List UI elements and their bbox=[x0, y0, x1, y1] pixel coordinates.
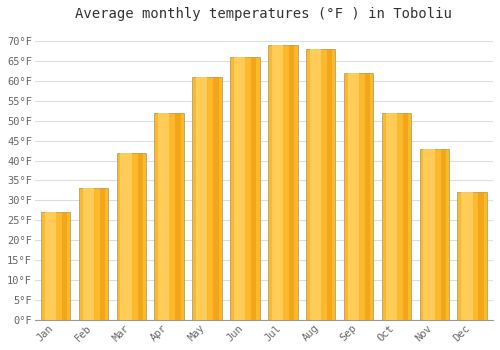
Bar bbox=[420, 149, 449, 320]
Bar bbox=[158, 113, 170, 320]
Bar bbox=[251, 57, 256, 320]
Bar bbox=[272, 45, 283, 320]
Bar bbox=[62, 212, 67, 320]
Bar bbox=[41, 212, 70, 320]
Bar bbox=[78, 188, 108, 320]
Bar bbox=[365, 73, 370, 320]
Bar bbox=[424, 149, 434, 320]
Title: Average monthly temperatures (°F ) in Toboliu: Average monthly temperatures (°F ) in To… bbox=[76, 7, 452, 21]
Bar bbox=[462, 193, 472, 320]
Bar bbox=[289, 45, 294, 320]
Bar bbox=[138, 153, 143, 320]
Bar bbox=[440, 149, 446, 320]
Bar bbox=[82, 188, 94, 320]
Bar bbox=[402, 113, 408, 320]
Bar bbox=[386, 113, 397, 320]
Bar bbox=[116, 153, 146, 320]
Bar bbox=[327, 49, 332, 320]
Bar bbox=[100, 188, 105, 320]
Bar bbox=[154, 113, 184, 320]
Bar bbox=[348, 73, 359, 320]
Bar bbox=[214, 77, 218, 320]
Bar bbox=[310, 49, 321, 320]
Bar bbox=[478, 193, 484, 320]
Bar bbox=[382, 113, 411, 320]
Bar bbox=[176, 113, 180, 320]
Bar bbox=[196, 77, 207, 320]
Bar bbox=[458, 193, 487, 320]
Bar bbox=[230, 57, 260, 320]
Bar bbox=[268, 45, 298, 320]
Bar bbox=[120, 153, 132, 320]
Bar bbox=[192, 77, 222, 320]
Bar bbox=[306, 49, 336, 320]
Bar bbox=[234, 57, 245, 320]
Bar bbox=[44, 212, 56, 320]
Bar bbox=[344, 73, 374, 320]
